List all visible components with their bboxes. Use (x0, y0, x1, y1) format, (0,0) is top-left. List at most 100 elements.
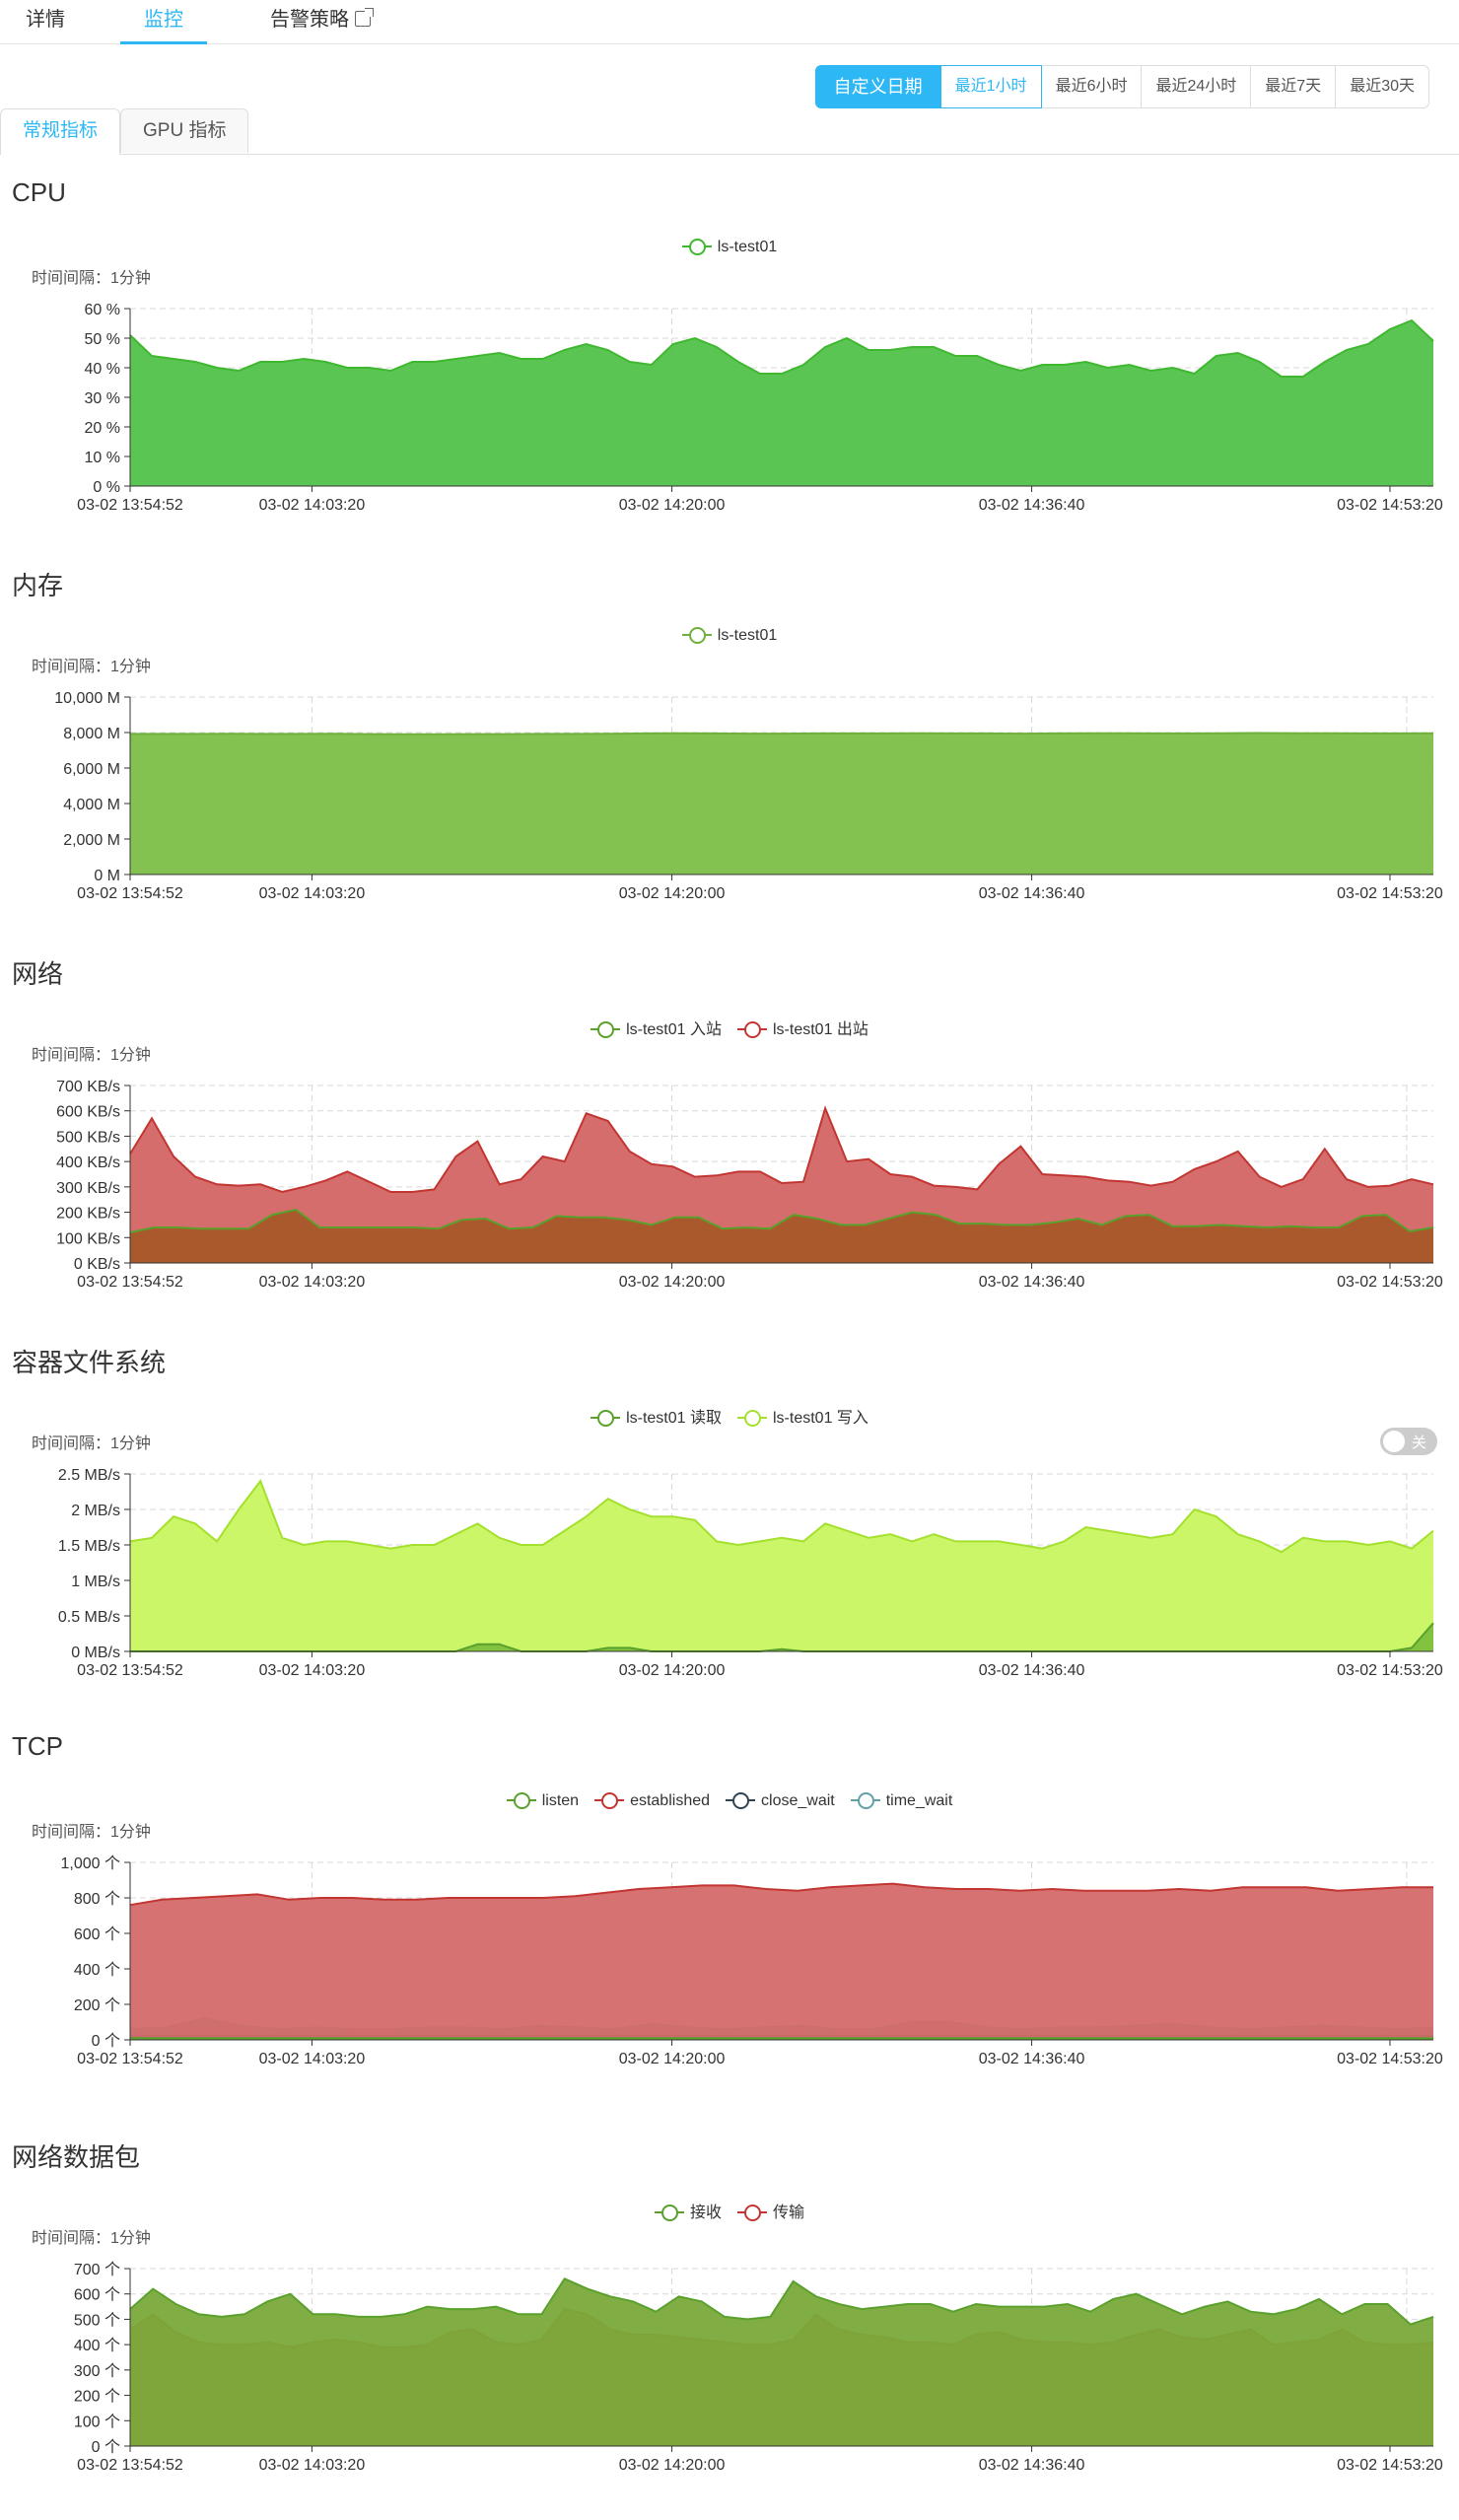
x-tick-label: 03-02 14:53:20 (1337, 497, 1443, 514)
legend-item[interactable]: ls-test01 入站 (591, 1015, 722, 1039)
legend-circle-icon (594, 1792, 625, 1809)
x-tick-label: 03-02 14:03:20 (259, 2457, 366, 2474)
toggle-label: 关 (1412, 1435, 1427, 1451)
series-area-ls-test01 (130, 733, 1433, 875)
tab-details[interactable]: 详情 (26, 9, 65, 31)
legend-circle-icon (591, 1021, 621, 1038)
series-line-接收 (129, 2277, 1434, 2326)
chart-svg-packets: 0 个 100 个 200 个 300 个 400 个 500 个 600 个 700 个 03… (74, 2261, 1443, 2474)
y-tick-label: 800 个 (74, 1890, 120, 1908)
range-30d-button[interactable]: 最近30天 (1335, 65, 1429, 108)
interval-label: 时间间隔：1分钟 (32, 2230, 151, 2247)
chart-legend: ls-test01 (0, 627, 1459, 645)
y-tick-label: 0 个 (92, 2032, 120, 2050)
y-tick-label: 0 M (94, 868, 120, 884)
x-tick-label: 03-02 14:53:20 (1337, 885, 1443, 902)
chart-legend: ls-test01 (0, 239, 1459, 256)
x-tick-label: 03-02 14:53:20 (1337, 2051, 1443, 2067)
series-line-ls-test01 (130, 732, 1434, 735)
range-7d-button[interactable]: 最近7天 (1250, 65, 1337, 108)
chart-section-tcp: TCP listen established close_wait time_wait 时… (0, 1729, 1459, 2114)
x-tick-label: 03-02 14:03:20 (259, 1662, 366, 1679)
y-tick-label: 200 个 (74, 2388, 120, 2406)
legend-item[interactable]: 传输 (737, 2199, 804, 2222)
tab-alert-policy[interactable]: 告警策略 (270, 0, 374, 41)
series-line-established (129, 1882, 1433, 1907)
chart-section-network: 网络 ls-test01 入站 ls-test01 出站 时间间隔：1分钟 0 KB/s… (0, 952, 1459, 1337)
y-tick-label: 6,000 M (63, 761, 120, 778)
y-tick-label: 8,000 M (63, 726, 120, 742)
chart-title: 网络数据包 (12, 2142, 141, 2172)
series-line-ls-test01 入站 (129, 1208, 1434, 1234)
legend-item[interactable]: established (594, 1792, 710, 1810)
legend-item[interactable]: close_wait (726, 1792, 835, 1810)
interval-label: 时间间隔：1分钟 (32, 1435, 151, 1452)
x-tick-label: 03-02 14:20:00 (619, 1274, 726, 1291)
tab-monitor[interactable]: 监控 (120, 0, 207, 44)
legend-label: 接收 (689, 2205, 722, 2221)
y-tick-label: 100 KB/s (56, 1230, 120, 1247)
legend-item[interactable]: time_wait (850, 1792, 953, 1810)
y-tick-label: 1 MB/s (71, 1574, 120, 1590)
tab-gpu-metrics[interactable]: GPU 指标 (120, 108, 249, 153)
series-area-ls-test01 (130, 320, 1433, 486)
toggle-knob (1383, 1431, 1405, 1452)
legend-circle-icon (681, 239, 712, 255)
chart-title: TCP (12, 1731, 63, 1761)
top-tabs: 详情 监控 告警策略 (0, 0, 1459, 44)
chart-svg-fs: 0 MB/s 0.5 MB/s 1 MB/s 1.5 MB/s 2 MB/s 2.5 MB… (58, 1467, 1443, 1679)
y-tick-label: 500 KB/s (56, 1129, 120, 1146)
y-tick-label: 400 个 (74, 2337, 120, 2354)
y-tick-label: 700 KB/s (56, 1079, 120, 1095)
y-tick-label: 40 % (85, 361, 120, 378)
series-line-ls-test01 写入 (129, 1479, 1434, 1554)
y-tick-label: 100 个 (74, 2413, 120, 2430)
chart-legend: listen established close_wait time_wait (0, 1792, 1459, 1810)
legend-item[interactable]: 接收 (654, 2199, 722, 2222)
legend-item[interactable]: ls-test01 (681, 627, 778, 645)
y-tick-label: 400 个 (74, 1961, 120, 1979)
range-24h-button[interactable]: 最近24小时 (1141, 65, 1252, 108)
y-tick-label: 1.5 MB/s (58, 1538, 120, 1555)
chart-svg-memory: 0 M 2,000 M 4,000 M 6,000 M 8,000 M 10,000 M 0… (54, 690, 1443, 902)
tab-general-metrics[interactable]: 常规指标 (0, 108, 121, 155)
x-tick-label: 03-02 14:20:00 (619, 2051, 726, 2067)
legend-label: 传输 (773, 2205, 805, 2221)
external-link-icon (355, 8, 374, 27)
legend-item[interactable]: listen (506, 1792, 579, 1810)
x-tick-label: 03-02 14:03:20 (259, 497, 366, 514)
x-tick-label: 03-02 14:20:00 (619, 2457, 726, 2474)
y-tick-label: 200 个 (74, 1996, 120, 2014)
x-tick-label: 03-02 14:36:40 (979, 885, 1085, 902)
chart-svg-cpu: 0 % 10 % 20 % 30 % 40 % 50 % 60 % 03-02 13:54:5… (77, 302, 1443, 514)
legend-item[interactable]: ls-test01 写入 (737, 1404, 868, 1428)
time-range-group: 自定义日期 最近1小时 最近6小时 最近24小时 最近7天 最近30天 (814, 65, 1429, 108)
y-tick-label: 0 KB/s (74, 1256, 120, 1273)
custom-date-button[interactable]: 自定义日期 (814, 65, 941, 108)
chart-title: 内存 (12, 571, 64, 600)
legend-label: ls-test01 读取 (626, 1410, 722, 1427)
chart-svg-network: 0 KB/s 100 KB/s 200 KB/s 300 KB/s 400 KB/s 50… (56, 1079, 1443, 1291)
chart-title: CPU (12, 177, 66, 207)
legend-label: time_wait (885, 1792, 953, 1809)
x-tick-label: 03-02 14:03:20 (259, 1274, 366, 1291)
x-tick-label: 03-02 14:03:20 (259, 885, 366, 902)
range-1h-button[interactable]: 最近1小时 (939, 65, 1042, 108)
x-tick-label: 03-02 14:20:00 (619, 497, 726, 514)
legend-item[interactable]: ls-test01 读取 (591, 1404, 722, 1428)
legend-label: ls-test01 (717, 627, 778, 644)
x-tick-label: 03-02 14:36:40 (979, 1274, 1085, 1291)
range-6h-button[interactable]: 最近6小时 (1040, 65, 1143, 108)
y-tick-label: 300 个 (74, 2362, 120, 2380)
legend-item[interactable]: ls-test01 出站 (737, 1015, 868, 1039)
x-tick-label: 03-02 14:53:20 (1337, 2457, 1443, 2474)
y-tick-label: 300 KB/s (56, 1180, 120, 1197)
scale-toggle[interactable]: 关 (1380, 1428, 1437, 1455)
x-tick-label: 03-02 14:36:40 (979, 1662, 1085, 1679)
y-tick-label: 200 KB/s (56, 1206, 120, 1223)
chart-section-packets: 网络数据包 接收 传输 时间间隔：1分钟 0 个 100 个 200 个 300 个 400 个… (0, 2135, 1459, 2520)
interval-label: 时间间隔：1分钟 (32, 659, 151, 675)
y-tick-label: 50 % (85, 331, 120, 348)
legend-item[interactable]: ls-test01 (681, 239, 777, 256)
x-tick-label: 03-02 13:54:52 (77, 2457, 183, 2474)
